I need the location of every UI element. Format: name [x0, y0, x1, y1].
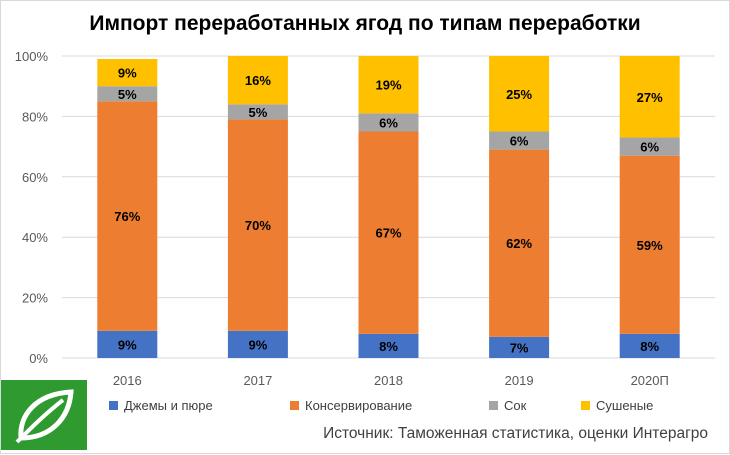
data-label: 25% [506, 87, 532, 102]
bar-segment [97, 59, 158, 87]
data-label: 16% [245, 73, 271, 88]
bar-segment [97, 86, 158, 102]
data-label: 6% [640, 140, 659, 155]
legend-swatch [581, 401, 590, 410]
chart-legend: Джемы и пюре Консервирование Сок Сушеные [0, 398, 730, 416]
data-label: 5% [118, 87, 137, 102]
legend-label: Джемы и пюре [124, 398, 213, 413]
data-label: 19% [375, 78, 401, 93]
legend-label: Сок [504, 398, 527, 413]
data-label: 6% [510, 134, 529, 149]
bar-segment [619, 333, 680, 358]
y-tick-label: 20% [22, 291, 48, 306]
legend-label: Сушеные [596, 398, 654, 413]
bar-segment [97, 330, 158, 358]
bar-segment [489, 56, 550, 132]
data-label: 67% [375, 226, 401, 241]
legend-item: Консервирование [290, 398, 412, 413]
x-tick-label: 2016 [113, 373, 142, 388]
bar-segment [358, 333, 419, 358]
data-label: 7% [510, 340, 529, 355]
legend-swatch [290, 401, 299, 410]
data-label: 9% [118, 66, 137, 81]
y-tick-label: 60% [22, 170, 48, 185]
data-label: 9% [118, 337, 137, 352]
bar-segment [227, 119, 288, 331]
chart-title: Импорт переработанных ягод по типам пере… [89, 12, 641, 35]
bar-segment [358, 113, 419, 132]
bar-segment [97, 101, 158, 331]
data-label: 27% [637, 90, 663, 105]
x-tick-label: 2019 [505, 373, 534, 388]
bar-segment [619, 137, 680, 156]
data-label: 5% [249, 105, 268, 120]
data-label: 9% [249, 337, 268, 352]
leaf-logo-icon [1, 380, 87, 450]
source-note: Источник: Таможенная статистика, оценки … [323, 425, 708, 442]
bar-segment [358, 56, 419, 114]
y-tick-label: 0% [29, 351, 48, 366]
y-tick-label: 40% [22, 230, 48, 245]
legend-item: Сок [489, 398, 526, 413]
data-label: 70% [245, 218, 271, 233]
bar-segment [619, 56, 680, 138]
legend-swatch [489, 401, 498, 410]
data-label: 59% [637, 238, 663, 253]
legend-item: Сушеные [581, 398, 653, 413]
bar-segment [227, 56, 288, 105]
x-tick-label: 2017 [243, 373, 272, 388]
legend-label: Консервирование [305, 398, 413, 413]
data-label: 76% [114, 209, 140, 224]
data-label: 8% [379, 339, 398, 354]
bar-segment [358, 131, 419, 334]
y-tick-label: 100% [15, 49, 49, 64]
data-label: 62% [506, 236, 532, 251]
data-label: 8% [640, 339, 659, 354]
legend-item: Джемы и пюре [109, 398, 213, 413]
bar-segment [489, 149, 550, 337]
y-tick-label: 80% [22, 109, 48, 124]
data-label: 6% [379, 115, 398, 130]
x-tick-label: 2020П [631, 373, 669, 388]
bar-segment [489, 131, 550, 150]
legend-swatch [109, 401, 118, 410]
bar-segment [489, 336, 550, 358]
x-tick-label: 2018 [374, 373, 403, 388]
bar-segment [619, 155, 680, 334]
bar-segment [227, 330, 288, 358]
bar-segment [227, 104, 288, 120]
